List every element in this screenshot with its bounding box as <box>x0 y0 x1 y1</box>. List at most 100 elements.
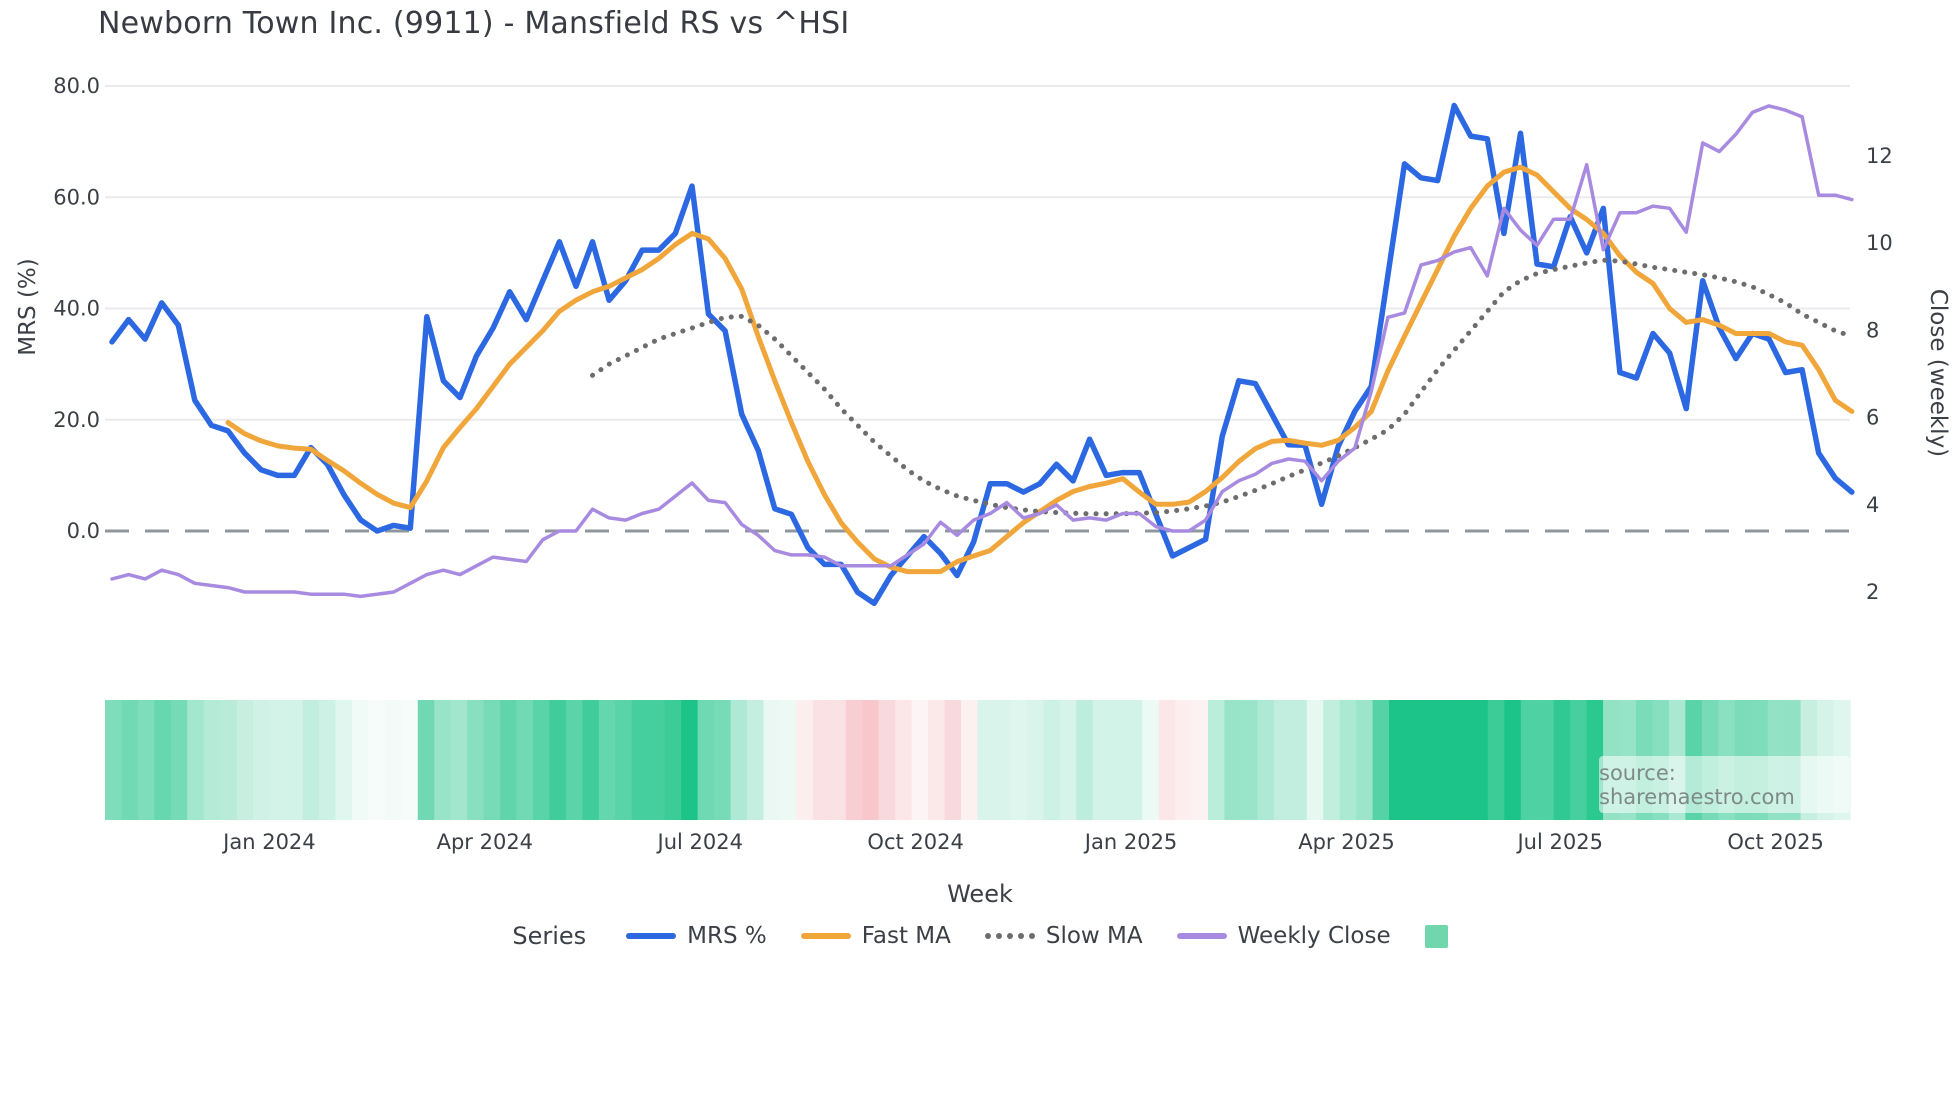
heatmap-cell <box>121 700 139 820</box>
mrs-line-swatch-icon <box>626 933 677 939</box>
left-axis-tick-label: 60.0 <box>53 185 100 209</box>
heatmap-cell <box>1405 700 1423 820</box>
x-axis-tick-label: Jul 2024 <box>656 830 743 854</box>
heatmap-cell <box>714 700 732 820</box>
heatmap-cell <box>1454 700 1472 820</box>
heatmap-cell <box>319 700 337 820</box>
heatmap-cell <box>1158 700 1176 820</box>
series-line-mrs- <box>109 102 1855 607</box>
slow-ma-dotted-swatch-icon <box>984 933 1035 939</box>
heatmap-cell <box>845 700 863 820</box>
source-attribution-box: source: sharemaestro.com <box>1599 756 1850 813</box>
heatmap-cell <box>812 700 830 820</box>
legend-item-heatmap[interactable] <box>1424 924 1448 948</box>
heatmap-cell <box>1076 700 1094 820</box>
right-axis-tick-label: 10 <box>1866 231 1893 255</box>
heatmap-swatch-icon <box>1424 924 1448 948</box>
heatmap-cell <box>1109 700 1127 820</box>
heatmap-cell <box>286 700 304 820</box>
heatmap-cell <box>1323 700 1341 820</box>
left-axis-tick-label: 20.0 <box>53 408 100 432</box>
right-axis-tick-label: 2 <box>1866 580 1879 604</box>
heatmap-cell <box>203 700 221 820</box>
heatmap-cell <box>1537 700 1555 820</box>
heatmap-cell <box>368 700 386 820</box>
heatmap-cell <box>944 700 962 820</box>
heatmap-cell <box>1010 700 1028 820</box>
heatmap-cell <box>1570 700 1588 820</box>
heatmap-cell <box>1389 700 1407 820</box>
heatmap-cell <box>236 700 254 820</box>
heatmap-cell <box>533 700 551 820</box>
heatmap-cell <box>220 700 238 820</box>
heatmap-cell <box>467 700 485 820</box>
heatmap-cell <box>648 700 666 820</box>
heatmap-cell <box>384 700 402 820</box>
x-axis-tick-label: Apr 2024 <box>437 830 533 854</box>
x-axis-tick-label: Apr 2025 <box>1298 830 1394 854</box>
heatmap-cell <box>450 700 468 820</box>
heatmap-cell <box>335 700 353 820</box>
heatmap-cell <box>664 700 682 820</box>
heatmap-cell <box>829 700 847 820</box>
heatmap-cell <box>796 700 814 820</box>
heatmap-cell <box>1553 700 1571 820</box>
legend-item-label: Slow MA <box>1045 923 1143 949</box>
legend-item-weekly-close[interactable]: Weekly Close <box>1176 923 1391 949</box>
heatmap-cell <box>1504 700 1522 820</box>
heatmap-cell <box>911 700 929 820</box>
series-line-slow-ma <box>590 257 1855 517</box>
heatmap-cell <box>977 700 995 820</box>
heatmap-cell <box>1142 700 1160 820</box>
heatmap-cell <box>1257 700 1275 820</box>
right-axis-tick-label: 6 <box>1866 406 1879 430</box>
x-axis-title: Week <box>947 880 1013 908</box>
heatmap-cell <box>1306 700 1324 820</box>
legend-item-fast-ma[interactable]: Fast MA <box>800 923 951 949</box>
heatmap-cell <box>631 700 649 820</box>
legend-item-label: MRS % <box>687 923 767 949</box>
heatmap-cell <box>1191 700 1209 820</box>
weekly-close-line-swatch-icon <box>1176 933 1227 939</box>
heatmap-cell <box>1487 700 1505 820</box>
heatmap-cell <box>1438 700 1456 820</box>
legend-item-mrs[interactable]: MRS % <box>626 923 767 949</box>
heatmap-cell <box>351 700 369 820</box>
series-line-weekly-close <box>110 104 1854 599</box>
heatmap-cell <box>1224 700 1242 820</box>
x-axis-tick-label: Jan 2024 <box>221 830 316 854</box>
legend-item-slow-ma[interactable]: Slow MA <box>984 923 1143 949</box>
legend-title: Series <box>512 922 587 950</box>
heatmap-cell <box>730 700 748 820</box>
x-axis-tick-label: Oct 2025 <box>1727 830 1823 854</box>
heatmap-cell <box>928 700 946 820</box>
legend-item-label: Fast MA <box>861 923 951 949</box>
heatmap-cell <box>565 700 584 820</box>
heatmap-cell <box>697 700 715 820</box>
chart-title: Newborn Town Inc. (9911) - Mansfield RS … <box>98 6 850 41</box>
heatmap-cell <box>1520 700 1538 820</box>
heatmap-cell <box>615 700 633 820</box>
x-axis-tick-label: Jan 2025 <box>1083 830 1178 854</box>
heatmap-cell <box>1372 700 1390 820</box>
left-axis-tick-label: 80.0 <box>53 74 100 98</box>
legend: Series MRS % Fast MA Slow MA Weekly Clos… <box>0 922 1960 950</box>
heatmap-cell <box>401 700 419 820</box>
right-axis-tick-label: 12 <box>1866 144 1893 168</box>
heatmap-cell <box>483 700 501 820</box>
heatmap-cell <box>763 700 781 820</box>
fast-ma-line-swatch-icon <box>800 933 851 939</box>
right-axis-tick-label: 8 <box>1866 318 1879 342</box>
heatmap-cell <box>1471 700 1489 820</box>
heatmap-cell <box>170 700 188 820</box>
heatmap-cell <box>269 700 287 820</box>
heatmap-cell <box>434 700 452 820</box>
heatmap-cell <box>1356 700 1374 820</box>
heatmap-cell <box>1290 700 1308 820</box>
heatmap-cell <box>1175 700 1193 820</box>
heatmap-cell <box>302 700 320 820</box>
heatmap-cell <box>154 700 172 820</box>
legend-item-label: Weekly Close <box>1237 923 1391 949</box>
heatmap-cell <box>1207 700 1226 820</box>
